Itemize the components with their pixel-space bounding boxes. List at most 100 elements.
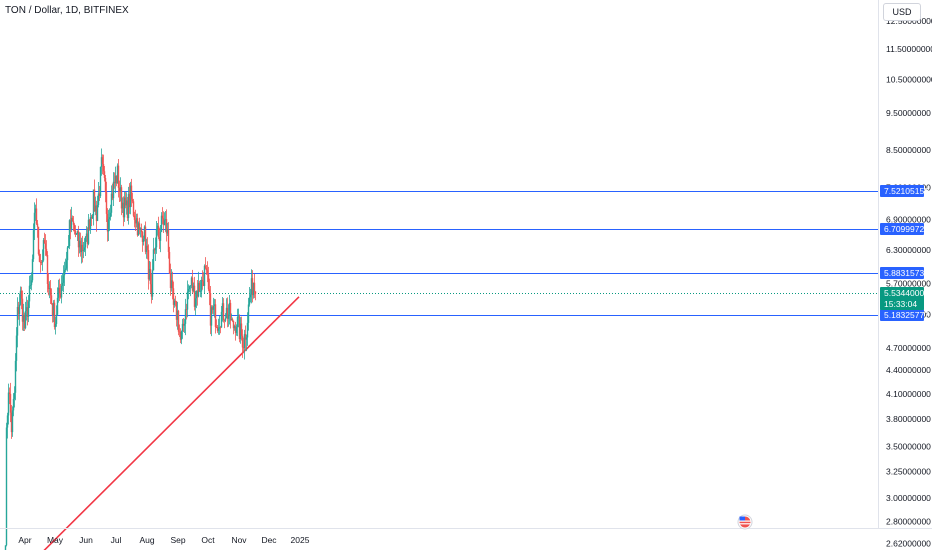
current-price-value: 5.53440000 [884,288,929,298]
candle [131,192,134,204]
x-tick-label: Oct [201,535,215,545]
x-tick-label: Jun [79,535,93,545]
candle [100,148,103,176]
candle [134,209,137,232]
candle [62,265,65,293]
candle [12,393,15,417]
candle [83,238,86,253]
candlestick-series [4,148,257,555]
candle [203,264,206,294]
time-axis[interactable]: Apr May Jun Jul Aug Sep Oct Nov Dec 2025 [18,535,309,545]
candle [248,286,251,307]
candle [157,216,160,240]
candle [51,302,54,323]
candle [34,204,37,221]
candle [117,158,120,198]
us-flag-icon[interactable] [737,514,753,530]
candle [148,261,151,281]
candle [130,178,133,207]
candle [206,261,209,283]
candle [153,248,156,254]
candle [75,232,78,235]
candle [208,278,211,306]
currency-button[interactable]: USD [883,3,921,21]
x-tick-label: Dec [261,535,277,545]
candle [168,246,171,274]
candle [237,308,240,328]
candle [246,312,249,346]
candle [52,300,55,323]
y-tick-label: 4.70000000 [886,343,931,353]
candle [28,275,31,309]
candle [218,315,221,335]
candle [221,296,224,322]
svg-text:6.70999724: 6.70999724 [884,224,929,234]
y-tick-label: 2.62000000 [886,539,931,549]
candle [200,276,203,298]
candle [245,334,248,352]
candle [220,305,223,328]
candle [13,386,16,408]
candle [50,288,53,305]
candle [112,172,115,206]
candle [46,251,49,293]
candle [76,230,79,242]
y-tick-label: 6.30000000 [886,245,931,255]
trend-line[interactable] [41,296,300,554]
candle [133,211,136,228]
candle [18,293,21,326]
candle [194,291,197,316]
candle [201,270,204,290]
candle [90,214,93,226]
candle [87,213,90,246]
candle [113,172,116,189]
candle [58,278,61,301]
candle [43,232,46,244]
candle [199,280,202,298]
candle [72,216,75,232]
candle [67,235,70,249]
svg-text:5.88315734: 5.88315734 [884,268,929,278]
candle [123,191,126,222]
candle [163,212,166,226]
candle [17,301,20,320]
candle [252,282,255,299]
candle [171,271,174,300]
y-tick-label: 9.50000000 [886,108,931,118]
candle [222,298,225,323]
candle [216,324,219,333]
candle [37,226,40,256]
candle [154,237,157,261]
candle [202,272,205,287]
candle [145,238,148,259]
candle [49,279,52,305]
candle [138,217,141,235]
candle [177,309,180,336]
candle [170,269,173,292]
candle [115,175,118,187]
candle [213,298,216,318]
candle [236,308,239,337]
candle [15,327,18,372]
candle [86,227,89,249]
candle [54,316,57,335]
candle [78,232,81,254]
trendline-layer [41,296,300,554]
candle [35,198,38,225]
candle [31,254,34,283]
candle [16,297,19,348]
y-tick-label: 5.70000000 [886,279,931,289]
candle [85,226,88,242]
candle [9,382,12,423]
candle [225,298,228,319]
y-tick-label: 3.50000000 [886,442,931,452]
y-tick-label: 4.40000000 [886,365,931,375]
candle [249,288,252,303]
candle [122,196,125,227]
candle [239,317,242,344]
candle [193,276,196,311]
candle [116,163,119,184]
candle [93,179,96,212]
